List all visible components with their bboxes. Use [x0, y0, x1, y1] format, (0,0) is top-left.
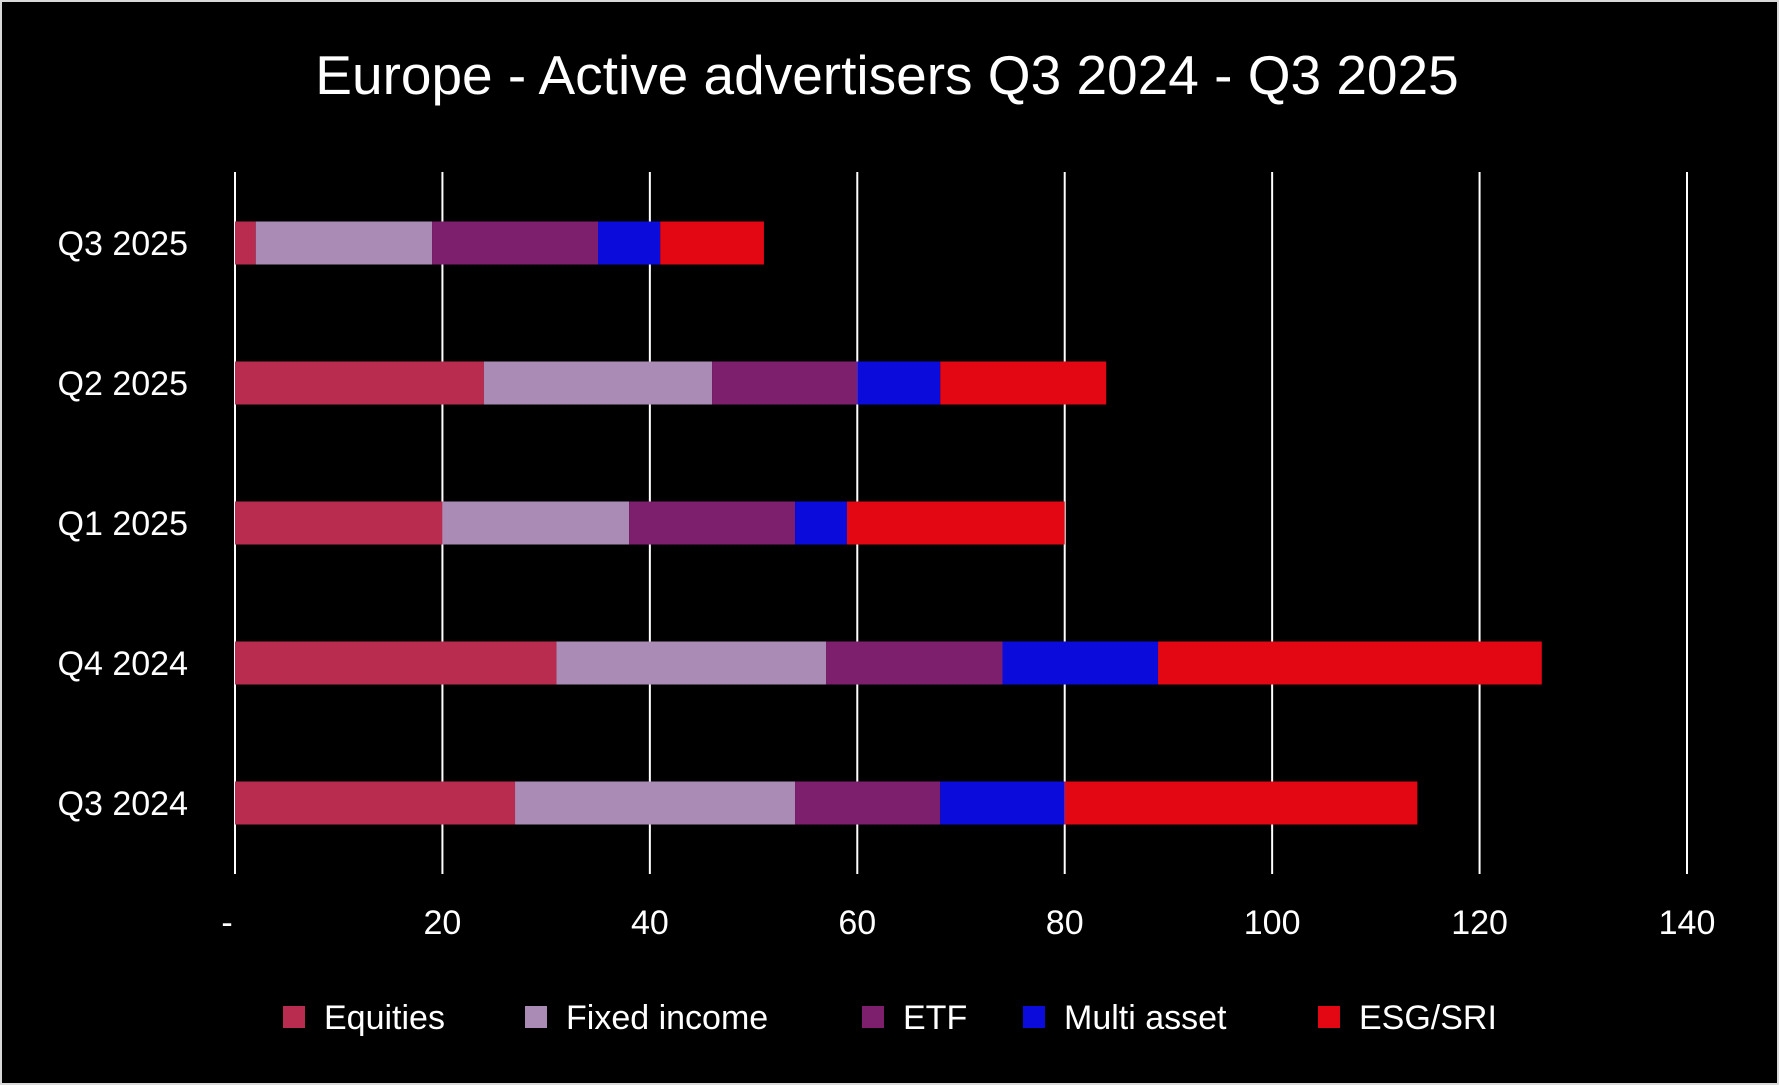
x-tick-label: 120 [1451, 904, 1508, 942]
bars-layer [235, 221, 1542, 825]
bar-multi-asset-q3-2024 [940, 781, 1065, 825]
y-tick-label: Q2 2025 [58, 365, 188, 403]
legend-label-fixed-income: Fixed income [566, 999, 768, 1037]
bar-etf-q3-2025 [432, 221, 598, 265]
y-axis-labels: Q3 2025 Q2 2025 Q1 2025 Q4 2024 Q3 2024 [58, 225, 188, 823]
x-tick-label: 60 [838, 904, 876, 942]
bar-etf-q4-2024 [826, 641, 1003, 685]
legend-label-etf: ETF [903, 999, 967, 1037]
legend-label-multi-asset: Multi asset [1064, 999, 1227, 1037]
bar-equities-q3-2025 [235, 221, 256, 265]
legend-swatch-esg-sri [1318, 1006, 1340, 1028]
chart-title: Europe - Active advertisers Q3 2024 - Q3… [315, 44, 1458, 106]
x-tick-label: 100 [1244, 904, 1301, 942]
legend-swatch-etf [862, 1006, 884, 1028]
bar-esg-sri-q2-2025 [940, 361, 1107, 405]
legend-label-esg-sri: ESG/SRI [1359, 999, 1497, 1037]
bar-fixed-income-q3-2024 [515, 781, 796, 825]
x-tick-label: 140 [1659, 904, 1716, 942]
legend: Equities Fixed income ETF Multi asset ESG/SR… [283, 999, 1497, 1037]
bar-etf-q1-2025 [629, 501, 796, 545]
bar-fixed-income-q3-2025 [255, 221, 433, 265]
legend-swatch-multi-asset [1023, 1006, 1045, 1028]
bar-multi-asset-q4-2024 [1002, 641, 1159, 685]
bar-fixed-income-q1-2025 [442, 501, 630, 545]
x-tick-label: 80 [1046, 904, 1084, 942]
bar-fixed-income-q4-2024 [556, 641, 827, 685]
bar-equities-q3-2024 [235, 781, 516, 825]
y-tick-label: Q4 2024 [58, 645, 188, 683]
x-tick-label: 40 [631, 904, 669, 942]
bar-esg-sri-q1-2025 [846, 501, 1065, 545]
x-tick-label: 20 [424, 904, 462, 942]
bar-etf-q3-2024 [795, 781, 941, 825]
y-tick-label: Q1 2025 [58, 505, 188, 543]
y-tick-label: Q3 2024 [58, 785, 188, 823]
bar-multi-asset-q3-2025 [598, 221, 661, 265]
bar-equities-q1-2025 [235, 501, 443, 545]
bar-esg-sri-q4-2024 [1158, 641, 1542, 685]
bar-multi-asset-q2-2025 [857, 361, 941, 405]
bar-equities-q2-2025 [235, 361, 484, 405]
legend-label-equities: Equities [324, 999, 445, 1037]
legend-swatch-fixed-income [525, 1006, 547, 1028]
bar-multi-asset-q1-2025 [795, 501, 847, 545]
bar-etf-q2-2025 [712, 361, 858, 405]
bar-esg-sri-q3-2025 [660, 221, 764, 265]
bar-esg-sri-q3-2024 [1064, 781, 1418, 825]
legend-swatch-equities [283, 1006, 305, 1028]
x-tick-label: - [221, 904, 232, 942]
bar-fixed-income-q2-2025 [483, 361, 713, 405]
y-tick-label: Q3 2025 [58, 225, 188, 263]
bar-equities-q4-2024 [235, 641, 557, 685]
x-axis-labels: - 20 40 60 80 100 120 140 [221, 904, 1715, 942]
